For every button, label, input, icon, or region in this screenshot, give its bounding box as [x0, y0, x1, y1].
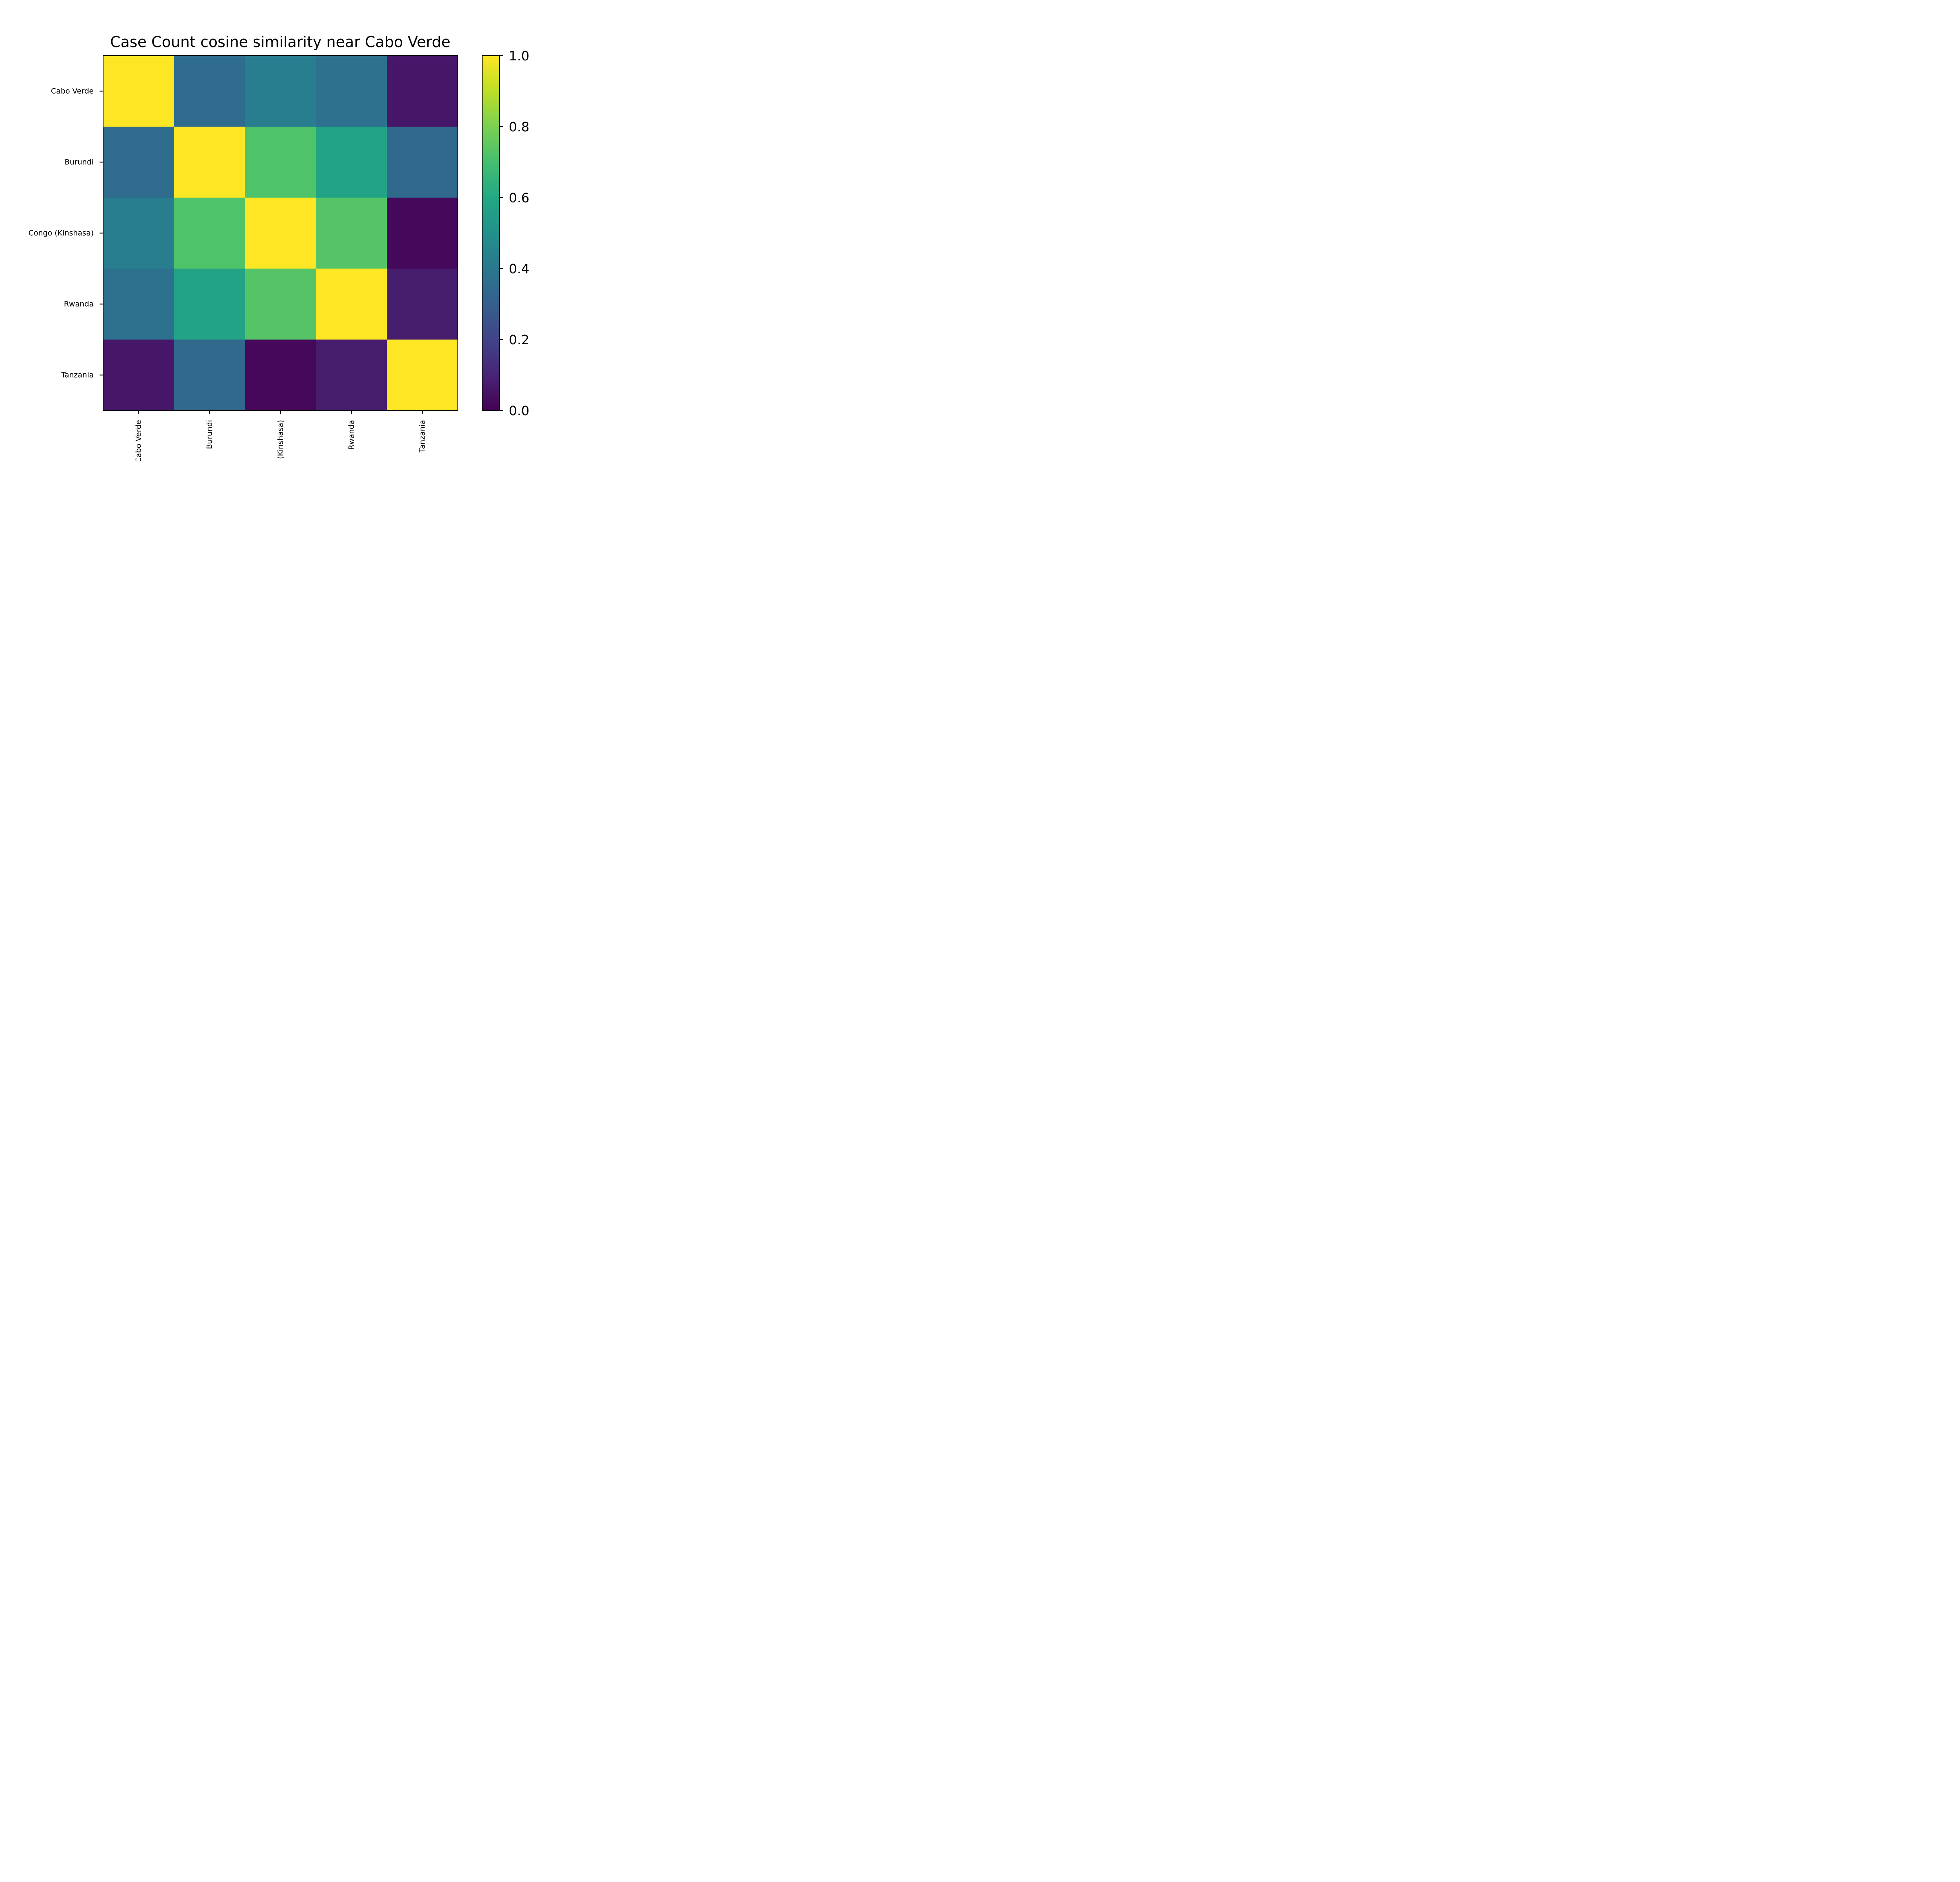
heatmap-cell — [387, 269, 458, 340]
x-tick-label: Cabo Verde — [134, 420, 143, 461]
y-tick-label: Burundi — [65, 158, 94, 167]
heatmap-cell — [174, 269, 245, 340]
colorbar-tick-label: 0.6 — [509, 190, 529, 205]
y-tick-label: Rwanda — [64, 300, 94, 309]
colorbar: 0.0 0.2 0.4 0.6 0.8 1.0 — [482, 48, 529, 418]
heatmap-cell — [245, 127, 316, 198]
x-tick-label: Tanzania — [418, 420, 427, 453]
heatmap-cells — [103, 56, 458, 411]
y-tick-label: Congo (Kinshasa) — [29, 229, 94, 238]
heatmap-cell — [103, 127, 174, 198]
heatmap-cell — [316, 198, 387, 269]
heatmap-cell — [316, 269, 387, 340]
heatmap-cell — [174, 340, 245, 411]
heatmap-cell — [174, 56, 245, 127]
y-axis: Cabo Verde Burundi Congo (Kinshasa) Rwanda T… — [29, 87, 103, 380]
chart-title: Case Count cosine similarity near Cabo V… — [110, 33, 450, 51]
colorbar-tick-label: 0.0 — [509, 403, 529, 418]
heatmap-cell — [103, 56, 174, 127]
heatmap-cell — [316, 56, 387, 127]
heatmap-cell — [245, 198, 316, 269]
colorbar-tick-label: 0.2 — [509, 332, 529, 347]
heatmap-cell — [245, 56, 316, 127]
heatmap-cell — [245, 269, 316, 340]
y-tick-label: Tanzania — [61, 371, 94, 380]
heatmap-cell — [387, 198, 458, 269]
heatmap-cell — [174, 198, 245, 269]
colorbar-tick-label: 1.0 — [509, 48, 529, 64]
heatmap-figure: Case Count cosine similarity near Cabo V… — [0, 0, 615, 461]
heatmap-cell — [316, 340, 387, 411]
colorbar-tick-label: 0.8 — [509, 119, 529, 134]
x-tick-label: Congo (Kinshasa) — [276, 420, 285, 461]
heatmap-cell — [387, 340, 458, 411]
heatmap-cell — [245, 340, 316, 411]
colorbar-gradient — [482, 55, 500, 411]
x-tick-label: Rwanda — [347, 420, 356, 450]
x-axis: Cabo Verde Burundi Congo (Kinshasa) Rwanda T… — [134, 411, 427, 461]
x-tick-label: Burundi — [205, 420, 214, 449]
heatmap-cell — [387, 127, 458, 198]
y-tick-label: Cabo Verde — [51, 87, 94, 96]
heatmap-cell — [316, 127, 387, 198]
colorbar-tick-label: 0.4 — [509, 261, 529, 276]
heatmap-cell — [103, 198, 174, 269]
heatmap-cell — [103, 269, 174, 340]
heatmap-cell — [387, 56, 458, 127]
heatmap-cell — [103, 340, 174, 411]
heatmap-cell — [174, 127, 245, 198]
